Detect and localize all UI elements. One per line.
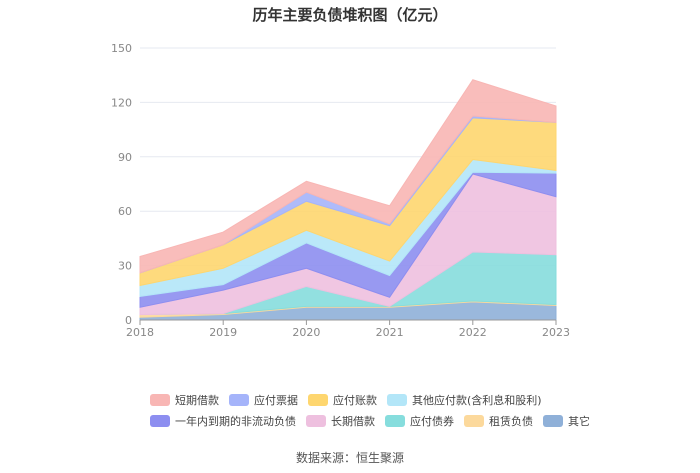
legend-label: 一年内到期的非流动负债 [175,415,296,428]
legend-label: 短期借款 [175,394,219,407]
y-tick-label: 60 [118,205,132,218]
y-tick-label: 0 [125,314,132,327]
legend: 短期借款 应付票据 应付账款 其他应付款(含利息和股利) 一年内到期的非流动负债 长期借款… [150,390,590,432]
legend-swatch [229,394,249,406]
legend-row: 短期借款 应付票据 应付账款 其他应付款(含利息和股利) [150,390,570,410]
y-tick-label: 150 [111,42,132,55]
axes: 0 30 60 90 120 150 2018 2019 2020 2021 2022 2023 [111,42,570,339]
y-tick-label: 90 [118,151,132,164]
legend-item[interactable]: 长期借款 [306,413,375,429]
legend-item[interactable]: 一年内到期的非流动负债 [150,413,296,429]
legend-label: 应付账款 [333,394,377,407]
legend-swatch [308,394,328,406]
legend-label: 其它 [568,415,590,428]
legend-swatch [385,415,405,427]
legend-swatch [150,394,170,406]
legend-swatch [543,415,563,427]
legend-item[interactable]: 应付账款 [308,392,377,408]
x-tick-label: 2021 [376,326,404,339]
legend-swatch [464,415,484,427]
chart-title: 历年主要负债堆积图（亿元） [252,6,448,24]
legend-label: 应付票据 [254,394,298,407]
x-tick-label: 2019 [209,326,237,339]
legend-label: 其他应付款(含利息和股利) [412,394,542,407]
legend-item[interactable]: 租赁负债 [464,413,533,429]
legend-swatch [150,415,170,427]
area-series [139,79,557,274]
x-tick-label: 2018 [126,326,154,339]
legend-label: 租赁负债 [489,415,533,428]
legend-swatch [387,394,407,406]
legend-item[interactable]: 短期借款 [150,392,219,408]
y-tick-label: 120 [111,96,132,109]
data-source-note: 数据来源：恒生聚源 [295,451,404,465]
legend-label: 长期借款 [331,415,375,428]
legend-item[interactable]: 其它 [543,413,590,429]
legend-item[interactable]: 应付票据 [229,392,298,408]
legend-swatch [306,415,326,427]
x-tick-label: 2020 [292,326,320,339]
legend-item[interactable]: 其他应付款(含利息和股利) [387,392,542,408]
area-series [139,79,557,321]
x-tick-label: 2022 [459,326,487,339]
legend-row: 一年内到期的非流动负债 长期借款 应付债券 租赁负债 其它 [150,411,590,431]
x-tick-label: 2023 [542,326,570,339]
legend-item[interactable]: 应付债券 [385,413,454,429]
y-tick-label: 30 [118,260,132,273]
legend-label: 应付债券 [410,415,454,428]
